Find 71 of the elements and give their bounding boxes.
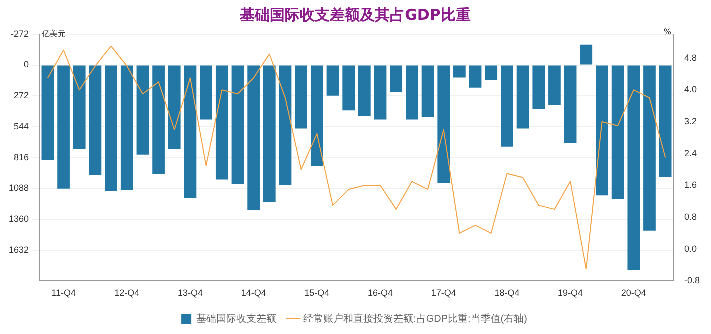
bar: [42, 66, 54, 161]
bar: [612, 66, 624, 200]
y2-tick-label: 4.8: [684, 52, 698, 63]
x-tick-label: 20-Q4: [621, 288, 646, 298]
bar: [422, 66, 434, 118]
bar: [374, 66, 387, 120]
bar: [580, 44, 593, 65]
x-tick-label: 17-Q4: [431, 288, 456, 298]
x-tick-label: 19-Q4: [558, 288, 584, 298]
bar: [232, 66, 244, 184]
x-tick-label: 11-Q4: [52, 288, 76, 298]
legend-label: 经常账户和直接投资差额:占GDP比重:当季值(右轴): [304, 312, 528, 325]
bar: [200, 66, 212, 120]
bar: [216, 66, 228, 180]
bar: [438, 66, 450, 184]
x-tick-label: 13-Q4: [178, 288, 203, 298]
y2-tick-label: 2.4: [684, 148, 698, 158]
legend-label: 基础国际收支差额: [196, 312, 277, 325]
bar: [248, 66, 260, 210]
bar: [152, 66, 165, 174]
bar: [516, 66, 530, 129]
bar: [564, 66, 577, 144]
bar: [469, 66, 482, 88]
bar: [644, 66, 656, 231]
bar: [279, 66, 292, 186]
y2-tick-label: 4.0: [684, 84, 698, 95]
bar: [548, 66, 561, 105]
bar: [358, 66, 371, 116]
bar: [628, 66, 640, 271]
y2-tick-label: -0.8: [684, 276, 700, 286]
y-tick-label: 272: [14, 90, 30, 101]
x-tick-label: 12-Q4: [114, 288, 140, 298]
bar: [105, 66, 118, 192]
bar: [89, 66, 102, 176]
bar: [184, 66, 197, 198]
x-tick-label: 18-Q4: [494, 288, 520, 298]
y2-tick-label: 0.0: [684, 244, 698, 254]
x-tick-label: 14-Q4: [241, 288, 266, 298]
bar: [596, 66, 608, 196]
bar: [326, 66, 340, 96]
bar: [58, 66, 70, 189]
chart-title: 基础国际收支差额及其占GDP比重: [239, 5, 472, 26]
y2-tick-label: 1.6: [684, 180, 698, 190]
bar: [532, 66, 546, 110]
y-tick-label: -272: [11, 28, 30, 39]
y-tick-label: 0: [24, 60, 30, 70]
y-tick-label: 544: [14, 121, 30, 132]
bar: [295, 66, 308, 129]
bar: [73, 66, 86, 150]
bar: [310, 66, 324, 166]
y-tick-label: 1632: [8, 244, 30, 255]
bar: [501, 66, 514, 147]
y-tick-label: 816: [14, 152, 30, 162]
x-tick-label: 15-Q4: [304, 288, 330, 298]
y-tick-label: 1088: [8, 183, 30, 194]
bar: [454, 66, 466, 78]
bar: [342, 66, 356, 111]
y2-tick-label: 0.8: [684, 212, 698, 222]
y-axis-title: 亿美元: [41, 29, 66, 38]
bar: [485, 66, 498, 80]
y2-tick-label: 3.2: [684, 116, 698, 126]
bar: [390, 66, 403, 92]
y-tick-label: 1360: [8, 214, 30, 224]
bar: [168, 66, 181, 150]
bar: [659, 66, 672, 178]
x-tick-label: 16-Q4: [368, 288, 394, 298]
y2-axis-title: %: [664, 27, 672, 36]
bar: [263, 66, 276, 202]
bar: [136, 66, 150, 155]
bar: [120, 66, 134, 190]
bar: [406, 66, 418, 120]
